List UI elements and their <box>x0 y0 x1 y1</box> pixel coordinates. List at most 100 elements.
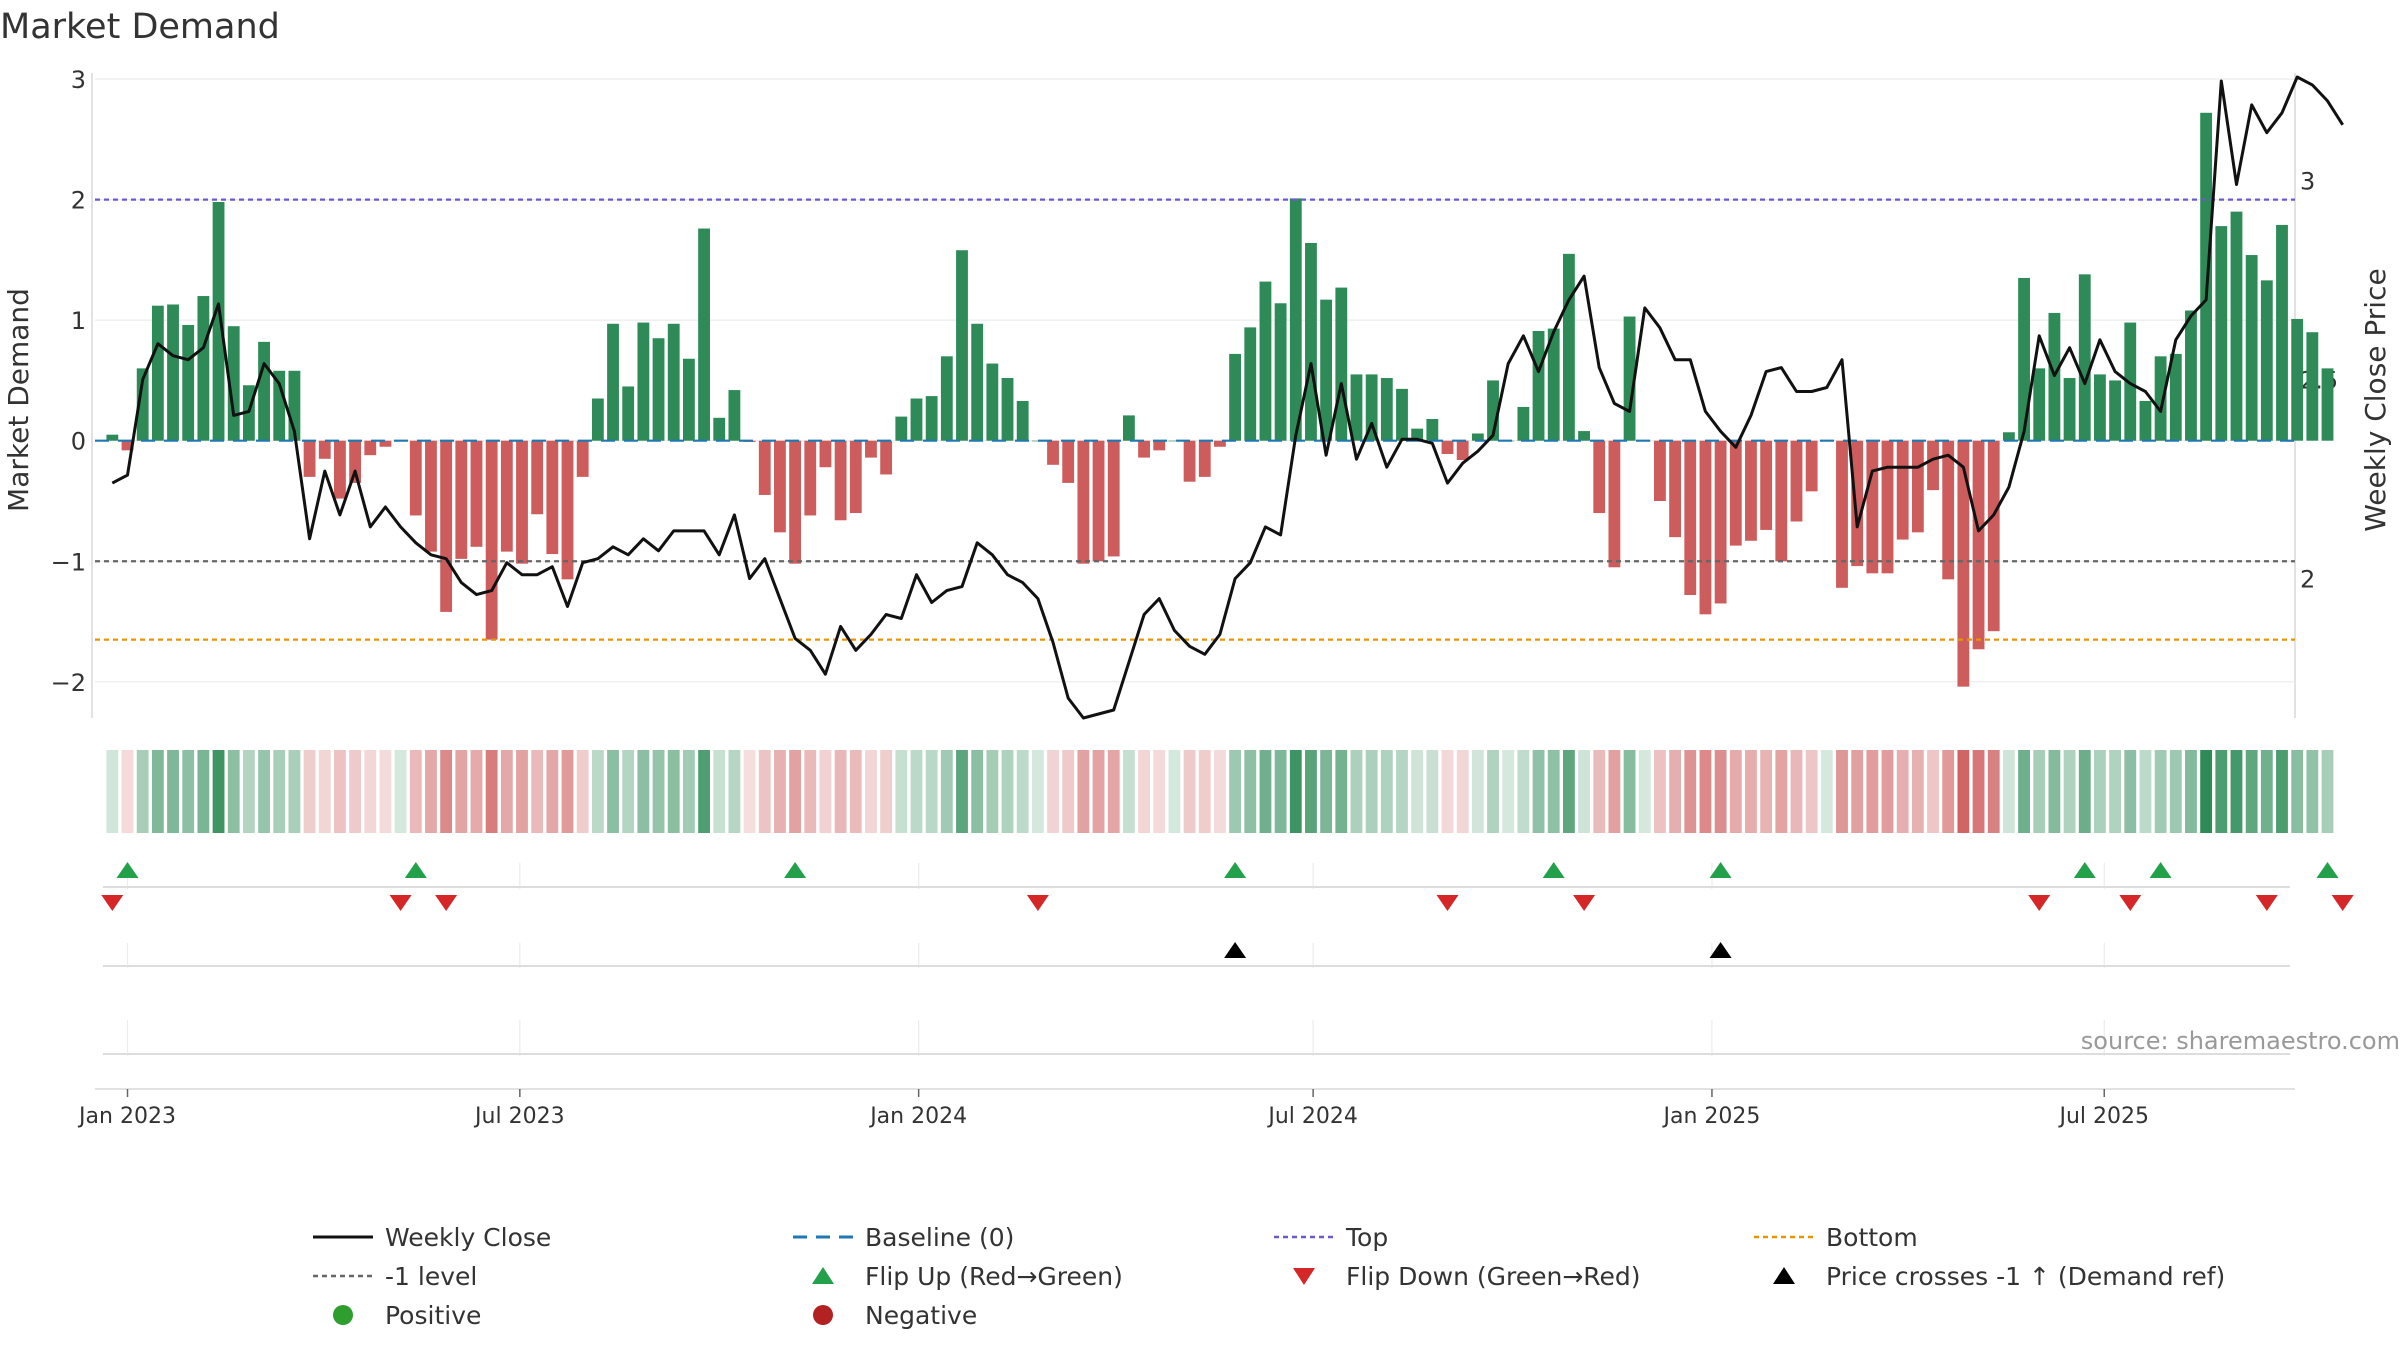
heat-strip-cell <box>1487 750 1499 833</box>
heat-strip-cell <box>2185 750 2197 833</box>
heat-strip-cell <box>1031 750 1044 833</box>
heat-strip-cell <box>728 750 741 833</box>
price-cross-marker <box>1224 942 1247 958</box>
heat-strip-cell <box>349 750 362 833</box>
flip-down-marker <box>101 895 124 911</box>
demand-bar <box>303 440 316 477</box>
demand-bar <box>242 385 255 441</box>
heat-strip-cell <box>1684 750 1697 833</box>
heat-strip-cell <box>2063 750 2076 833</box>
demand-bar <box>1547 328 1560 441</box>
heat-strip-cell <box>895 750 908 833</box>
demand-bar <box>1517 406 1530 441</box>
heat-strip-cell <box>2200 750 2213 833</box>
demand-bar <box>1031 440 1044 442</box>
demand-bar <box>167 304 179 441</box>
heat-strip-cell <box>1305 750 1317 833</box>
demand-bar <box>1047 440 1059 465</box>
heat-strip-cell <box>940 750 953 833</box>
x-tick-label: Jul 2025 <box>2057 1104 2149 1129</box>
heat-strip-cell <box>2215 750 2228 833</box>
y-tick-label: 0 <box>71 428 86 456</box>
heat-strip-cell <box>1547 750 1560 833</box>
demand-bar <box>1957 440 1970 687</box>
demand-bar <box>334 440 346 499</box>
heat-strip-cell <box>1396 750 1408 833</box>
legend-label: Top <box>1345 1223 1388 1252</box>
legend-label: Negative <box>865 1301 977 1330</box>
heat-strip-cell <box>1229 750 1242 833</box>
demand-bar <box>956 250 968 441</box>
heat-strip-cell <box>1350 750 1363 833</box>
heat-strip-cell <box>2002 750 2015 833</box>
heat-strip-cell <box>1608 750 1621 833</box>
heat-strip-cell <box>561 750 574 833</box>
heat-strip-cell <box>986 750 999 833</box>
demand-bar <box>1775 440 1788 562</box>
demand-bar <box>2306 332 2319 441</box>
heat-strip-cell <box>136 750 149 833</box>
heat-strip-cell <box>1775 750 1788 833</box>
heat-strip-cell <box>1183 750 1196 833</box>
demand-bar <box>1092 440 1105 562</box>
demand-bar <box>1790 440 1803 522</box>
demand-bar <box>1289 198 1302 441</box>
demand-bar <box>2078 274 2091 441</box>
demand-bar <box>910 398 923 441</box>
demand-bar <box>1380 378 1393 441</box>
demand-bar <box>1244 327 1257 441</box>
legend: Weekly Close Baseline (0) Top Bottom -1 leve… <box>313 1223 2225 1330</box>
heat-strip-cell <box>167 750 179 833</box>
heat-strip-cell <box>455 750 468 833</box>
y-tick-label: 1 <box>71 307 86 335</box>
demand-bar <box>880 440 893 475</box>
heat-strip-cell <box>652 750 665 833</box>
demand-bar <box>1805 440 1818 492</box>
legend-item: Baseline (0) <box>793 1223 1014 1252</box>
demand-bar <box>1441 440 1454 454</box>
demand-bar <box>197 296 210 441</box>
demand-bar <box>682 358 695 441</box>
heat-strip-cell <box>1107 750 1120 833</box>
demand-bar <box>652 338 665 441</box>
demand-bar <box>986 363 999 441</box>
demand-bar <box>318 440 331 459</box>
demand-bar <box>2018 277 2030 441</box>
heat-strip-cell <box>242 750 255 833</box>
heat-strip-cell <box>1517 750 1530 833</box>
demand-bar <box>1669 440 1682 538</box>
flip-down-marker <box>1573 895 1596 911</box>
flip-up-marker <box>2073 862 2096 878</box>
heat-strip-cell <box>1669 750 1682 833</box>
demand-bar <box>1077 440 1090 564</box>
legend-label: Positive <box>385 1301 481 1330</box>
legend-label: Baseline (0) <box>865 1223 1014 1252</box>
demand-bar <box>273 370 286 441</box>
heat-strip-cell <box>713 750 726 833</box>
heat-strip-cell <box>2094 750 2106 833</box>
demand-bar <box>1122 415 1135 441</box>
heat-strip-cell <box>1729 750 1742 833</box>
demand-bar <box>1487 380 1499 441</box>
demand-bar <box>622 386 635 441</box>
heat-strip-cell <box>2306 750 2319 833</box>
demand-bar <box>500 440 513 552</box>
heat-strip-cell <box>1836 750 1848 833</box>
demand-bar <box>1760 440 1773 530</box>
demand-bar <box>1229 353 1242 441</box>
demand-bar <box>106 434 119 441</box>
legend-swatch <box>1773 1267 1795 1284</box>
demand-bar <box>1881 440 1894 574</box>
demand-bar <box>1259 281 1272 441</box>
heat-strip-cell <box>516 750 528 833</box>
legend-item: Flip Up (Red→Green) <box>812 1262 1123 1291</box>
heat-strip-cell <box>2109 750 2122 833</box>
heat-strip-cell <box>1153 750 1166 833</box>
heat-strip-cell <box>500 750 513 833</box>
legend-swatch <box>812 1267 834 1284</box>
demand-bar <box>288 370 301 441</box>
y-tick-label: 3 <box>71 66 86 94</box>
demand-bar <box>607 323 619 441</box>
demand-bar <box>1396 388 1408 441</box>
